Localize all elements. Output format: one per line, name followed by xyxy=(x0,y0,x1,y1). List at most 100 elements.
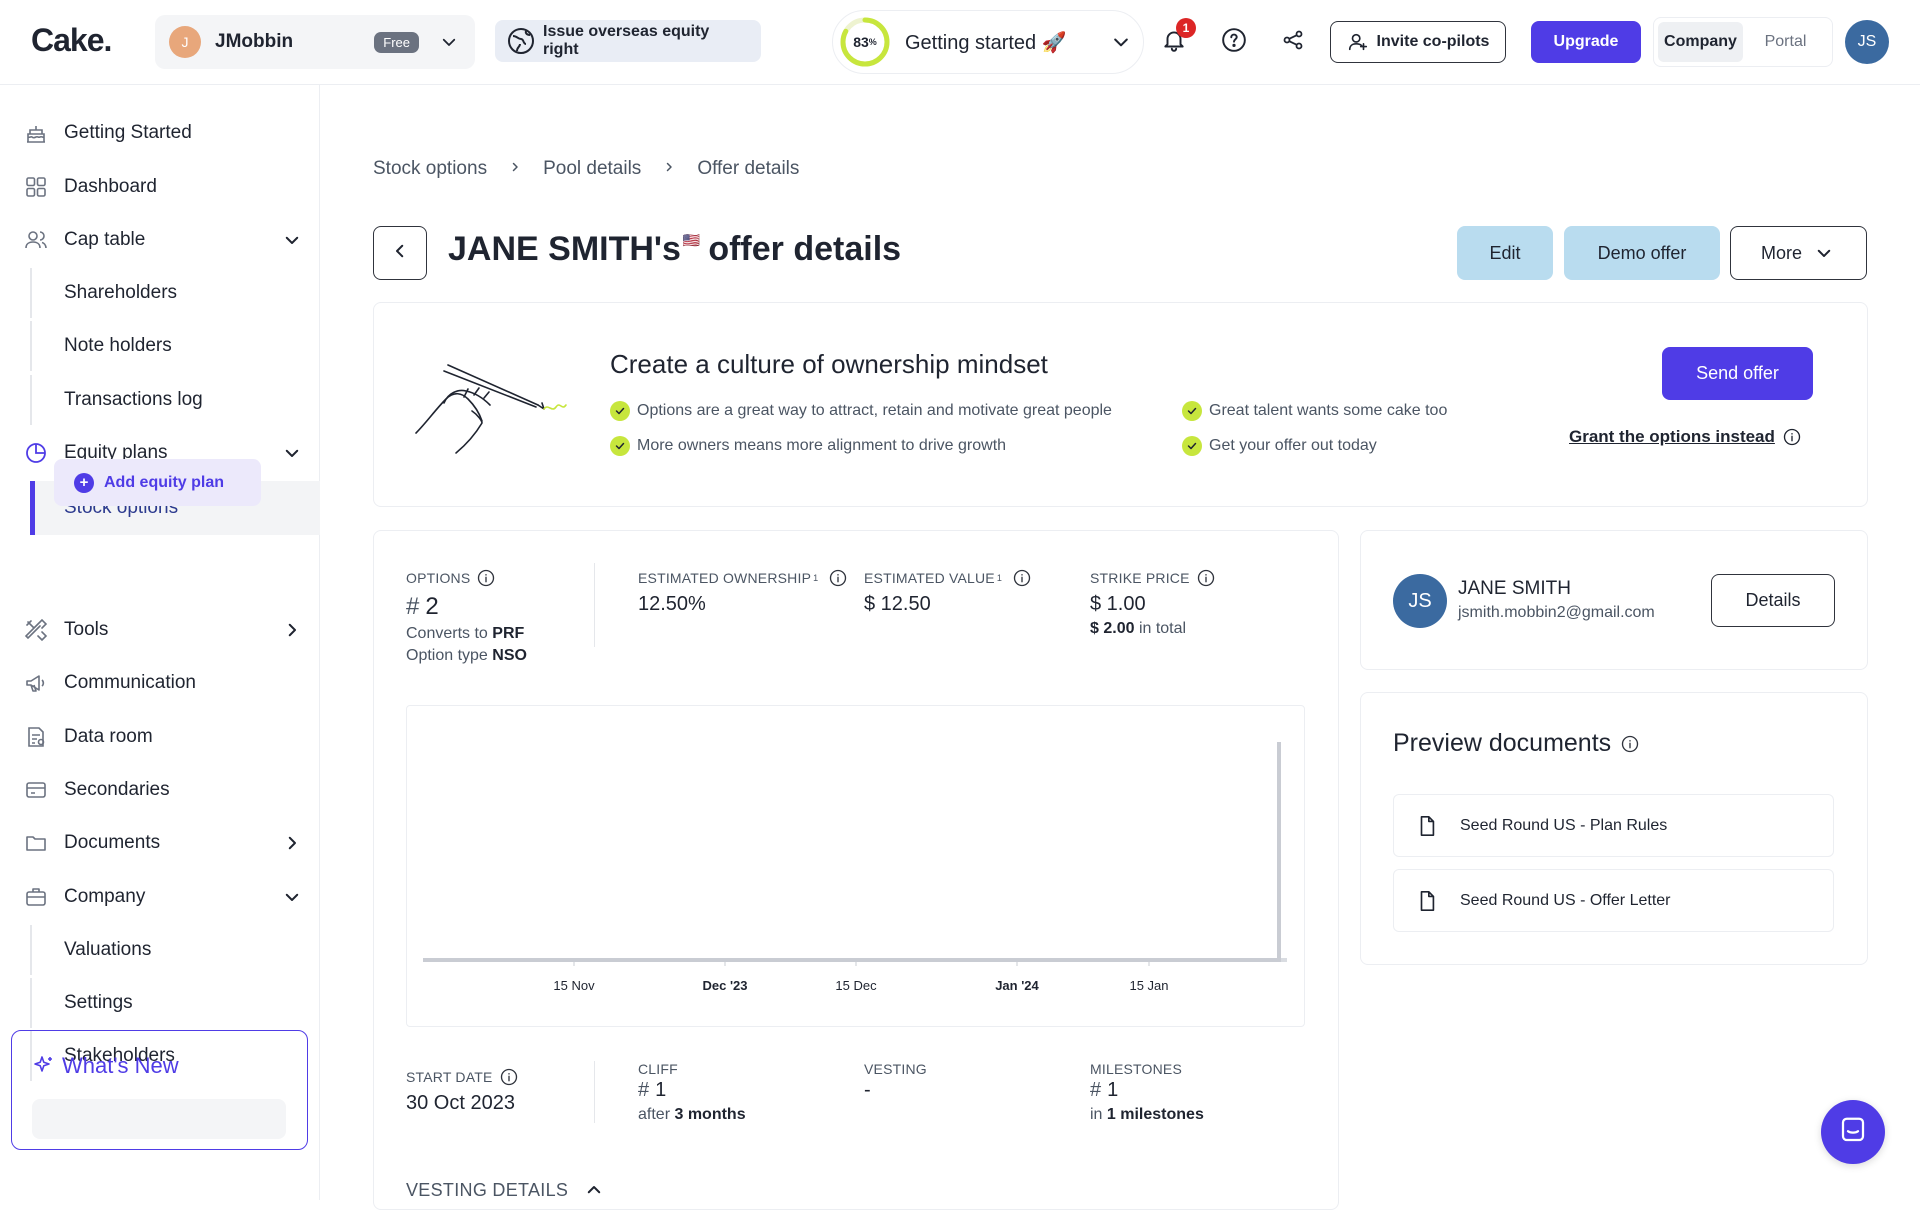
cake-logo[interactable]: Cake. xyxy=(31,22,112,58)
notifications-button[interactable]: 1 xyxy=(1158,18,1196,58)
milestones-hash: # xyxy=(1090,1079,1102,1101)
mode-company-tab[interactable]: Company xyxy=(1658,22,1743,62)
whats-new-item[interactable] xyxy=(32,1099,286,1139)
tools-icon xyxy=(24,618,48,642)
estimated-value-value: $ 12.50 xyxy=(864,593,931,615)
chevron-right-icon xyxy=(280,618,304,642)
estimated-value-stat: ESTIMATED VALUE 1 $ 12.50 xyxy=(864,569,1031,616)
chat-launcher-button[interactable] xyxy=(1821,1100,1885,1164)
ownership-banner: Create a culture of ownership mindset Op… xyxy=(373,302,1868,507)
whats-new-panel[interactable]: What's New xyxy=(11,1030,308,1150)
sidebar-item-valuations[interactable]: Valuations xyxy=(30,925,320,975)
chevron-down-icon xyxy=(280,228,304,252)
sidebar-item-secondaries[interactable]: Secondaries xyxy=(0,765,320,815)
help-button[interactable] xyxy=(1218,26,1250,58)
add-equity-plan-button[interactable]: + Add equity plan xyxy=(54,459,261,506)
getting-started-progress[interactable]: 83% Getting started 🚀 xyxy=(832,10,1144,74)
breadcrumb-pool-details[interactable]: Pool details xyxy=(543,158,642,179)
sidebar-item-communication[interactable]: Communication xyxy=(0,658,320,708)
start-date-key: START DATE xyxy=(406,1069,493,1085)
milestones-stat: MILESTONES #1 in 1 milestones xyxy=(1090,1061,1204,1124)
info-icon[interactable] xyxy=(477,569,495,587)
sidebar-item-label: Communication xyxy=(64,672,196,693)
sidebar-item-label: Equity plans xyxy=(64,442,168,463)
getting-started-label: Getting started 🚀 xyxy=(905,31,1067,54)
grant-options-link[interactable]: Grant the options instead xyxy=(1569,427,1801,447)
issue-overseas-equity-button[interactable]: Issue overseas equity right xyxy=(495,20,761,62)
info-icon[interactable] xyxy=(500,1068,518,1086)
sidebar-item-tools[interactable]: Tools xyxy=(0,605,320,655)
chevron-left-icon xyxy=(391,242,409,265)
sidebar-item-cap-table[interactable]: Cap table xyxy=(0,215,320,265)
strike-price-key: STRIKE PRICE xyxy=(1090,570,1190,586)
document-row-plan-rules[interactable]: Seed Round US - Plan Rules xyxy=(1393,794,1834,857)
data-room-icon xyxy=(24,725,48,749)
upgrade-button[interactable]: Upgrade xyxy=(1531,21,1641,63)
sidebar-item-label: Getting Started xyxy=(64,122,192,143)
banner-title: Create a culture of ownership mindset xyxy=(610,349,1048,379)
sidebar-item-getting-started[interactable]: Getting Started xyxy=(0,108,320,158)
issue-overseas-equity-label: Issue overseas equity right xyxy=(543,23,710,58)
details-button[interactable]: Details xyxy=(1711,574,1835,627)
sidebar-item-company[interactable]: Company xyxy=(0,872,320,922)
chevron-right-icon xyxy=(509,160,521,178)
vesting-details-label: VESTING DETAILS xyxy=(406,1179,569,1200)
converts-prefix: Converts to xyxy=(406,625,488,642)
invite-co-pilots-button[interactable]: Invite co-pilots xyxy=(1330,21,1506,63)
sidebar-item-label: Tools xyxy=(64,619,109,640)
info-icon[interactable] xyxy=(1621,735,1639,753)
share-button[interactable] xyxy=(1277,26,1309,58)
vesting-details-toggle[interactable]: VESTING DETAILS xyxy=(406,1178,606,1202)
vesting-chart-svg: 15 Nov Dec '23 15 Dec Jan '24 15 Jan xyxy=(423,742,1287,993)
preview-documents-title: Preview documents xyxy=(1393,729,1639,758)
chart-x-tick-label: 15 Dec xyxy=(835,978,877,993)
check-icon xyxy=(1182,436,1202,456)
sidebar-item-transactions-log[interactable]: Transactions log xyxy=(30,375,320,425)
user-avatar[interactable]: JS xyxy=(1845,20,1889,64)
edit-button[interactable]: Edit xyxy=(1457,226,1553,280)
sidebar-item-label: Documents xyxy=(64,832,161,853)
milestones-key: MILESTONES xyxy=(1090,1061,1182,1077)
sidebar-item-dashboard[interactable]: Dashboard xyxy=(0,162,320,212)
breadcrumb-stock-options[interactable]: Stock options xyxy=(373,158,488,179)
info-icon[interactable] xyxy=(1013,569,1031,587)
sidebar-item-stakeholders[interactable]: Stakeholders xyxy=(30,1031,320,1081)
document-row-offer-letter[interactable]: Seed Round US - Offer Letter xyxy=(1393,869,1834,932)
more-button[interactable]: More xyxy=(1730,226,1867,280)
info-icon[interactable] xyxy=(829,569,847,587)
more-label: More xyxy=(1760,242,1802,263)
users-icon xyxy=(24,228,48,252)
sidebar: Getting Started Dashboard Cap table Shar… xyxy=(0,85,320,1200)
sidebar-item-label: Settings xyxy=(64,992,133,1013)
grantee-avatar: JS xyxy=(1393,574,1447,628)
vesting-chart: 15 Nov Dec '23 15 Dec Jan '24 15 Jan xyxy=(406,705,1305,1027)
start-date-value: 30 Oct 2023 xyxy=(406,1092,515,1114)
megaphone-icon xyxy=(24,671,48,695)
mode-portal-tab[interactable]: Portal xyxy=(1764,33,1807,50)
org-name: JMobbin xyxy=(215,31,294,52)
offer-details-card: OPTIONS #2 Converts to PRF Option type N… xyxy=(373,530,1339,1210)
divider xyxy=(594,563,595,647)
sidebar-item-documents[interactable]: Documents xyxy=(0,818,320,868)
info-icon[interactable] xyxy=(1197,569,1215,587)
demo-offer-button[interactable]: Demo offer xyxy=(1564,226,1720,280)
sidebar-item-shareholders[interactable]: Shareholders xyxy=(30,268,320,318)
org-switcher[interactable]: J JMobbin Free xyxy=(155,15,475,69)
banner-bullet-text: Get your offer out today xyxy=(1209,437,1377,454)
sidebar-item-label: Stakeholders xyxy=(64,1045,175,1066)
progress-percent: 83% xyxy=(853,34,877,50)
sidebar-item-settings[interactable]: Settings xyxy=(30,978,320,1028)
chevron-down-icon xyxy=(1812,241,1836,265)
banner-bullet: Options are a great way to attract, reta… xyxy=(610,401,1112,421)
sidebar-item-data-room[interactable]: Data room xyxy=(0,712,320,762)
preview-documents-label: Preview documents xyxy=(1393,729,1612,757)
chat-icon xyxy=(1838,1115,1868,1150)
sidebar-item-equity-plans[interactable]: Equity plans xyxy=(0,428,320,478)
sidebar-item-note-holders[interactable]: Note holders xyxy=(30,321,320,371)
banner-bullet-text: Great talent wants some cake too xyxy=(1209,402,1448,419)
strike-total-suffix: in total xyxy=(1138,620,1187,637)
back-button[interactable] xyxy=(373,226,427,280)
ownership-value: 12.50% xyxy=(638,593,706,615)
ownership-key: ESTIMATED OWNERSHIP xyxy=(638,570,812,586)
send-offer-button[interactable]: Send offer xyxy=(1662,347,1813,400)
